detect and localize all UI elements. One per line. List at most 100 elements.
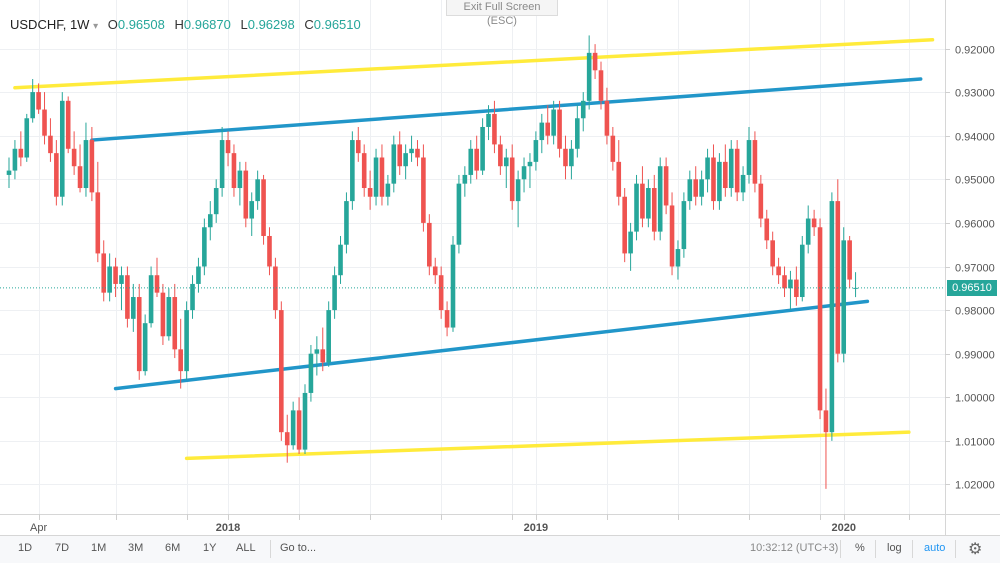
- candle: [456, 174, 462, 254]
- candle-body: [717, 161, 722, 202]
- candle-body: [533, 140, 539, 162]
- candle: [65, 96, 71, 154]
- toolbar-divider: [270, 540, 271, 558]
- candle: [622, 188, 627, 263]
- candle-body: [125, 275, 130, 319]
- range-1d-button[interactable]: 1D: [18, 542, 33, 554]
- candle-body: [628, 231, 633, 254]
- candle: [764, 209, 770, 250]
- candle-body: [284, 432, 290, 446]
- candle: [320, 327, 326, 372]
- close-value: 0.96510: [313, 17, 361, 32]
- candle-body: [427, 222, 432, 267]
- candle: [373, 148, 379, 206]
- candle-body: [693, 179, 699, 197]
- candle-body: [515, 179, 521, 202]
- range-1y-button[interactable]: 1Y: [203, 542, 217, 554]
- high-label: H: [174, 17, 184, 32]
- candle: [551, 100, 556, 145]
- candle-body: [219, 140, 225, 189]
- percent-toggle[interactable]: %: [855, 542, 865, 554]
- candle-body: [261, 179, 266, 236]
- candle: [142, 314, 148, 376]
- candle-body: [255, 179, 260, 202]
- candle: [492, 100, 497, 154]
- candle: [379, 144, 385, 206]
- candle: [788, 270, 793, 311]
- candle-body: [728, 148, 734, 189]
- candle: [533, 131, 539, 171]
- candle-body: [740, 174, 746, 193]
- candle-body: [338, 244, 343, 276]
- candle: [95, 161, 101, 263]
- candle-body: [474, 148, 479, 171]
- candle: [717, 153, 722, 210]
- current-price-label: 0.96510: [947, 279, 997, 296]
- candle-body: [604, 100, 610, 136]
- auto-scale-toggle[interactable]: auto: [924, 542, 946, 554]
- candle: [71, 131, 77, 175]
- candle-body: [829, 201, 835, 433]
- exit-fullscreen-button[interactable]: Exit Full Screen (ESC): [446, 0, 558, 27]
- candle: [59, 92, 65, 206]
- candle-body: [148, 275, 154, 324]
- candle-body: [361, 153, 367, 189]
- candle: [835, 179, 841, 363]
- candle-body: [273, 266, 278, 311]
- candle-body: [83, 140, 89, 189]
- candlestick-chart[interactable]: 1.02000 1.01000 1.00000 0.99000 0.98000 0.970…: [0, 0, 1000, 535]
- candle-body: [207, 214, 213, 228]
- range-3m-button[interactable]: 3M: [128, 542, 144, 554]
- candle: [231, 144, 237, 197]
- candle: [296, 397, 302, 454]
- candle: [646, 179, 651, 228]
- chart-area[interactable]: 1.02000 1.01000 1.00000 0.99000 0.98000 0.970…: [0, 0, 1000, 535]
- bottom-toolbar: 1D 7D 1M 3M 6M 1Y ALL Go to... 10:32:12 …: [0, 535, 1000, 563]
- gear-icon[interactable]: ⚙: [968, 541, 983, 558]
- candle: [261, 174, 266, 245]
- candle: [172, 283, 178, 359]
- trendline-outer-bottom: [184, 430, 911, 461]
- goto-button[interactable]: Go to...: [280, 542, 317, 554]
- candle-body: [788, 279, 793, 289]
- range-all-button[interactable]: ALL: [236, 542, 256, 554]
- high-value: 0.96870: [183, 17, 231, 32]
- clock-readout[interactable]: 10:32:12 (UTC+3): [750, 542, 839, 554]
- candle: [338, 235, 343, 284]
- symbol-label[interactable]: USDCHF, 1W: [10, 17, 90, 32]
- candle-body: [213, 188, 219, 215]
- candle-body: [355, 140, 361, 154]
- candle-body: [580, 100, 586, 119]
- candle-body: [184, 310, 189, 372]
- candle: [125, 266, 130, 328]
- price-axis[interactable]: 1.02000 1.01000 1.00000 0.99000 0.98000 0.970…: [945, 45, 995, 492]
- candle: [12, 140, 18, 180]
- interval-dropdown-icon[interactable]: ▾: [93, 21, 99, 32]
- candle-body: [734, 148, 740, 193]
- candle-body: [178, 349, 183, 372]
- candle-body: [154, 275, 160, 293]
- candle: [243, 161, 249, 228]
- open-value: 0.96508: [117, 17, 165, 32]
- candle-body: [646, 188, 651, 219]
- candle: [166, 288, 172, 341]
- candle: [148, 266, 154, 328]
- log-toggle[interactable]: log: [887, 542, 902, 554]
- candle: [213, 179, 219, 223]
- candle: [113, 257, 118, 298]
- range-1m-button[interactable]: 1M: [91, 542, 107, 554]
- channel-lines[interactable]: [13, 38, 935, 461]
- candle: [829, 192, 835, 441]
- candle-body: [344, 201, 349, 245]
- time-axis[interactable]: Apr 2018 2019 2020: [30, 514, 910, 534]
- candle-body: [190, 283, 195, 311]
- range-7d-button[interactable]: 7D: [55, 542, 70, 554]
- candle: [409, 135, 414, 162]
- range-6m-button[interactable]: 6M: [165, 542, 181, 554]
- price-tick-label: 0.96000: [955, 219, 995, 231]
- candle: [723, 144, 728, 197]
- candle-body: [438, 275, 444, 311]
- time-tick-label: 2019: [524, 522, 548, 534]
- candle: [811, 209, 817, 236]
- candle: [432, 257, 438, 284]
